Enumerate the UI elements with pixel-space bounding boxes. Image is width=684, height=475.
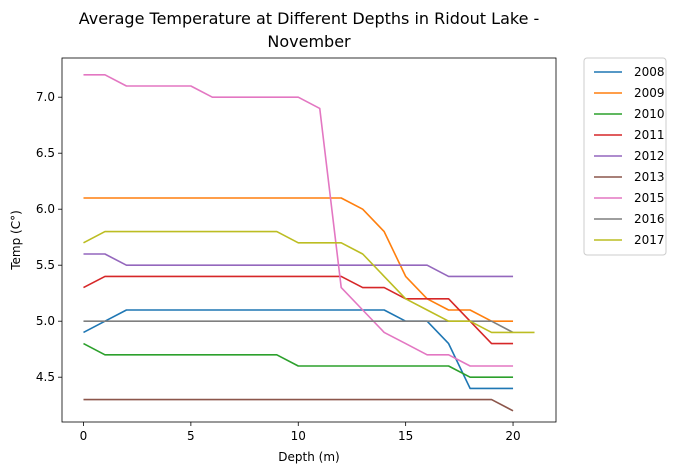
legend-label: 2012 [634,149,665,163]
legend-label: 2016 [634,212,665,226]
legend-label: 2017 [634,233,665,247]
series-line-2010 [83,342,514,379]
y-tick-label: 5.0 [36,314,55,328]
series-line-2008 [83,309,514,390]
series-line-2011 [83,275,514,345]
y-tick-label: 5.5 [36,258,55,272]
legend-frame [583,57,667,256]
legend-label: 2011 [634,128,665,142]
axes: 0 5 10 15 20 4.5 5.0 5.5 6.0 6.5 7.0 [36,90,521,443]
series-line-2016 [83,320,514,334]
x-tick-label: 20 [505,429,520,443]
legend-label: 2013 [634,170,665,184]
series-line-2015 [83,74,514,367]
x-tick-label: 5 [187,429,195,443]
y-tick-label: 6.0 [36,202,55,216]
series-line-2009 [83,197,514,323]
y-tick-label: 6.5 [36,146,55,160]
y-axis-label: Temp (C°) [9,210,23,271]
series-line-2017 [83,230,535,334]
x-tick-label: 15 [398,429,413,443]
x-axis-label: Depth (m) [278,450,339,464]
chart-title-line2: November [267,32,351,51]
y-tick-label: 4.5 [36,370,55,384]
series-line-2012 [83,253,514,278]
legend-label: 2010 [634,107,665,121]
legend-label: 2009 [634,86,665,100]
y-tick-label: 7.0 [36,90,55,104]
x-tick-label: 0 [80,429,88,443]
x-tick-label: 10 [291,429,306,443]
chart-title-line1: Average Temperature at Different Depths … [79,9,540,28]
legend-label: 2008 [634,65,665,79]
plot-frame [61,57,557,423]
plot-area [83,74,535,412]
legend-label: 2015 [634,191,665,205]
series-line-2013 [83,398,514,412]
legend: 2008 2009 2010 2011 2012 2013 2015 2016 2017 [583,57,667,256]
